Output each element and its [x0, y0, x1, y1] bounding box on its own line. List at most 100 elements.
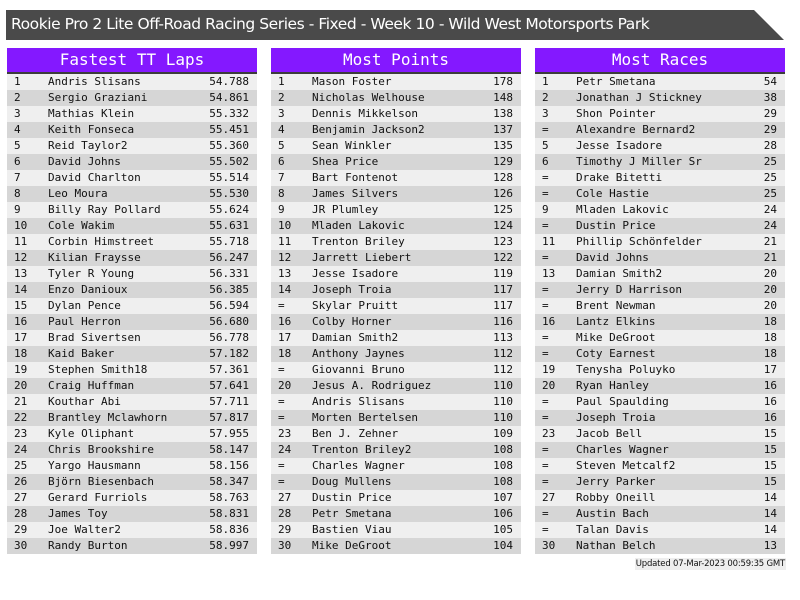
value-cell: 56.778: [209, 331, 249, 344]
title-bar: Rookie Pro 2 Lite Off-Road Racing Series…: [6, 10, 784, 40]
table-row: 1 Petr Smetana 54: [535, 74, 785, 90]
rank-cell: 6: [14, 155, 21, 168]
driver-name-cell: Reid Taylor2: [48, 139, 128, 152]
rank-cell: =: [542, 331, 549, 344]
driver-name-cell: David Charlton: [48, 171, 141, 184]
value-cell: 55.360: [209, 139, 249, 152]
value-cell: 28: [763, 139, 777, 152]
rank-cell: =: [278, 363, 285, 376]
panel-most-points: Most Points 1 Mason Foster 178 2 Nicholas We…: [271, 48, 521, 554]
rank-cell: 27: [542, 491, 556, 504]
rank-cell: 4: [278, 123, 285, 136]
value-cell: 110: [493, 395, 513, 408]
panel-title: Most Points: [271, 48, 521, 74]
driver-name-cell: Mathias Klein: [48, 107, 135, 120]
driver-name-cell: Dennis Mikkelson: [312, 107, 418, 120]
driver-name-cell: Damian Smith2: [312, 331, 399, 344]
value-cell: 20: [763, 283, 777, 296]
rank-cell: =: [542, 411, 549, 424]
value-cell: 21: [763, 251, 777, 264]
driver-name-cell: Skylar Pruitt: [312, 299, 399, 312]
value-cell: 148: [493, 91, 513, 104]
table-row: 4 Keith Fonseca 55.451: [7, 122, 257, 138]
rank-cell: 27: [14, 491, 28, 504]
rank-cell: 2: [542, 91, 549, 104]
rank-cell: 7: [278, 171, 285, 184]
driver-name-cell: Jesse Isadore: [576, 139, 663, 152]
value-cell: 135: [493, 139, 513, 152]
panel-fastest-tt-laps: Fastest TT Laps 1 Andris Slisans 54.788 2 Se…: [7, 48, 257, 554]
value-cell: 56.680: [209, 315, 249, 328]
value-cell: 18: [763, 315, 777, 328]
table-row: 5 Sean Winkler 135: [271, 138, 521, 154]
rank-cell: 22: [14, 411, 28, 424]
table-row: 13 Jesse Isadore 119: [271, 266, 521, 282]
rank-cell: 9: [542, 203, 549, 216]
rank-cell: 27: [278, 491, 292, 504]
rank-cell: 4: [14, 123, 21, 136]
leaderboard-list: 1 Petr Smetana 54 2 Jonathan J Stickney 38 3 Sh…: [535, 74, 785, 554]
rank-cell: 1: [278, 75, 285, 88]
driver-name-cell: Joseph Troia: [312, 283, 392, 296]
table-row: 23 Kyle Oliphant 57.955: [7, 426, 257, 442]
rank-cell: =: [542, 443, 549, 456]
value-cell: 56.385: [209, 283, 249, 296]
driver-name-cell: Mike DeGroot: [576, 331, 656, 344]
driver-name-cell: Doug Mullens: [312, 475, 392, 488]
table-row: 14 Enzo Danioux 56.385: [7, 282, 257, 298]
driver-name-cell: Benjamin Jackson2: [312, 123, 425, 136]
table-row: 27 Gerard Furriols 58.763: [7, 490, 257, 506]
rank-cell: 3: [542, 107, 549, 120]
driver-name-cell: Ben J. Zehner: [312, 427, 399, 440]
driver-name-cell: Corbin Himstreet: [48, 235, 154, 248]
driver-name-cell: Shea Price: [312, 155, 379, 168]
rank-cell: 29: [14, 523, 28, 536]
driver-name-cell: Giovanni Bruno: [312, 363, 405, 376]
panel-title: Most Races: [535, 48, 785, 74]
rank-cell: 8: [14, 187, 21, 200]
value-cell: 58.836: [209, 523, 249, 536]
driver-name-cell: Sean Winkler: [312, 139, 392, 152]
driver-name-cell: Sergio Graziani: [48, 91, 148, 104]
table-row: 3 Dennis Mikkelson 138: [271, 106, 521, 122]
panel-most-races: Most Races 1 Petr Smetana 54 2 Jonathan J St…: [535, 48, 785, 554]
rank-cell: 14: [278, 283, 292, 296]
driver-name-cell: Anthony Jaynes: [312, 347, 405, 360]
table-row: = Cole Hastie 25: [535, 186, 785, 202]
table-row: = Giovanni Bruno 112: [271, 362, 521, 378]
driver-name-cell: Joseph Troia: [576, 411, 656, 424]
table-row: = Jerry Parker 15: [535, 474, 785, 490]
value-cell: 178: [493, 75, 513, 88]
driver-name-cell: Coty Earnest: [576, 347, 656, 360]
driver-name-cell: Randy Burton: [48, 539, 128, 552]
value-cell: 25: [763, 155, 777, 168]
table-row: = Charles Wagner 15: [535, 442, 785, 458]
table-row: = Steven Metcalf2 15: [535, 458, 785, 474]
value-cell: 58.997: [209, 539, 249, 552]
value-cell: 112: [493, 347, 513, 360]
rank-cell: 16: [542, 315, 556, 328]
value-cell: 129: [493, 155, 513, 168]
driver-name-cell: Leo Moura: [48, 187, 108, 200]
driver-name-cell: Andris Slisans: [48, 75, 141, 88]
table-row: 13 Damian Smith2 20: [535, 266, 785, 282]
rank-cell: =: [542, 507, 549, 520]
driver-name-cell: Nathan Belch: [576, 539, 656, 552]
rank-cell: 17: [278, 331, 292, 344]
value-cell: 137: [493, 123, 513, 136]
table-row: 13 Tyler R Young 56.331: [7, 266, 257, 282]
rank-cell: 24: [14, 443, 28, 456]
driver-name-cell: Bastien Viau: [312, 523, 392, 536]
table-row: 20 Craig Huffman 57.641: [7, 378, 257, 394]
value-cell: 18: [763, 347, 777, 360]
table-row: 26 Björn Biesenbach 58.347: [7, 474, 257, 490]
driver-name-cell: Enzo Danioux: [48, 283, 128, 296]
table-row: 4 Benjamin Jackson2 137: [271, 122, 521, 138]
value-cell: 112: [493, 363, 513, 376]
table-row: = Dustin Price 24: [535, 218, 785, 234]
rank-cell: 15: [14, 299, 28, 312]
rank-cell: 12: [14, 251, 28, 264]
rank-cell: 23: [14, 427, 28, 440]
rank-cell: 9: [14, 203, 21, 216]
value-cell: 15: [763, 427, 777, 440]
